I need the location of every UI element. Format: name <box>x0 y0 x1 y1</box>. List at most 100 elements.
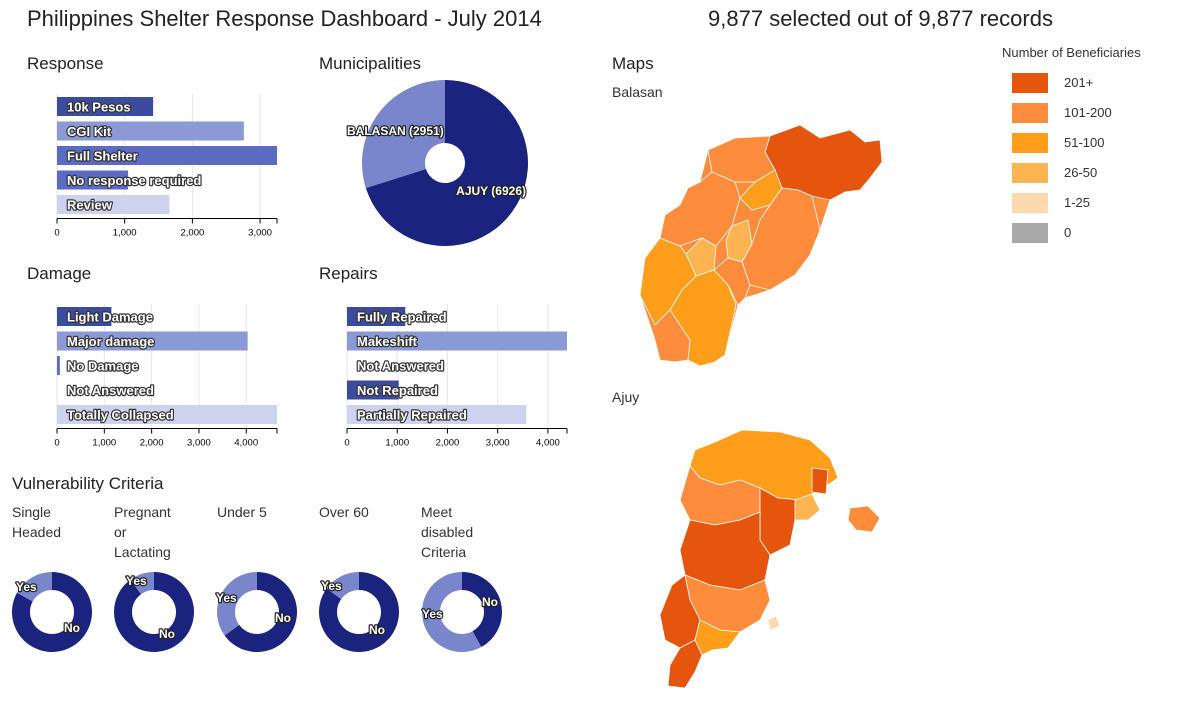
ajuy-island[interactable] <box>847 505 881 533</box>
legend-label: 101-200 <box>1064 105 1112 120</box>
over60-slice[interactable] <box>319 572 399 652</box>
repairs-bar-chart[interactable]: Fully Repaired Makeshift Not Answered Not R… <box>330 300 580 450</box>
balasan-region-w[interactable] <box>659 171 741 247</box>
repairs-bar[interactable] <box>347 307 406 326</box>
damage-bar-label: Not Answered <box>67 383 154 398</box>
legend-swatch <box>1012 73 1048 93</box>
response-bar[interactable] <box>57 170 129 190</box>
legend-label: 201+ <box>1064 75 1094 90</box>
repairs-bar[interactable] <box>347 380 399 400</box>
response-bar-label: 10k Pesos <box>67 100 131 115</box>
municipalities-pie-chart[interactable]: AJUY (6926) BALASAN (2951) <box>340 80 550 250</box>
legend-swatch <box>1012 133 1048 153</box>
damage-bar-label: Totally Collapsed <box>67 408 174 423</box>
repairs-bar-label: Makeshift <box>357 334 418 349</box>
over60-slice-label: No <box>369 623 385 637</box>
response-tick-label: 0 <box>54 228 59 239</box>
response-bar[interactable] <box>57 195 170 214</box>
vulnerability-heading: Vulnerability Criteria <box>12 474 164 493</box>
municipalities-slice-label: BALASAN (2951) <box>347 124 444 138</box>
damage-bar-label: Light Damage <box>67 310 153 325</box>
ajuy-region-coast-pale[interactable] <box>794 493 821 521</box>
disabled-slice-label: Yes <box>422 607 443 621</box>
legend-swatch <box>1012 193 1048 213</box>
under5-slice[interactable] <box>217 572 257 636</box>
record-count: 9,877 selected out of 9,877 records <box>708 6 1053 32</box>
damage-bar[interactable] <box>57 331 248 351</box>
ajuy-islet[interactable] <box>767 615 781 631</box>
single-slice-label: Yes <box>16 580 37 594</box>
response-bar[interactable] <box>57 97 154 116</box>
damage-bar-chart[interactable]: Light Damage Major damage No Damage Not Ans… <box>40 300 290 450</box>
response-bar-chart[interactable]: 10k Pesos CGI Kit Full Shelter No response … <box>40 90 290 240</box>
disabled-slice[interactable] <box>422 572 482 652</box>
response-bar-label: CGI Kit <box>67 124 112 139</box>
repairs-bar-label: Not Answered <box>357 359 444 374</box>
municipalities-heading: Municipalities <box>319 54 422 73</box>
municipalities-slice[interactable] <box>362 80 445 189</box>
ajuy-map-label: Ajuy <box>612 389 640 405</box>
under5-slice[interactable] <box>224 572 297 652</box>
single-headed-donut[interactable]: No Yes <box>8 568 100 660</box>
under5-donut[interactable]: No Yes <box>213 568 305 660</box>
response-bar[interactable] <box>57 121 244 141</box>
disabled-donut[interactable]: No Yes <box>418 568 510 660</box>
damage-tick-label: 0 <box>54 438 59 449</box>
ajuy-region-south-tip[interactable] <box>667 639 703 689</box>
legend-title: Number of Beneficiaries <box>1002 45 1141 60</box>
response-bar[interactable] <box>57 146 277 165</box>
legend-swatch <box>1012 103 1048 123</box>
repairs-tick-label: 2,000 <box>436 438 460 449</box>
pregnant-slice[interactable] <box>114 572 194 652</box>
maps-heading: Maps <box>612 54 654 73</box>
balasan-region-e[interactable] <box>741 187 821 291</box>
pregnant-slice-label: No <box>159 627 175 641</box>
under5-slice-label: No <box>275 611 291 625</box>
over60-donut[interactable]: No Yes <box>315 568 407 660</box>
ajuy-region-ne-dark-2[interactable] <box>811 467 829 495</box>
municipalities-slice[interactable] <box>365 80 528 246</box>
response-bar-label: Full Shelter <box>67 149 138 164</box>
balasan-map[interactable] <box>630 115 890 375</box>
pregnant-slice-label: Yes <box>126 574 147 588</box>
disabled-label: Meet disabled Criteria <box>421 504 474 560</box>
ajuy-region-center[interactable] <box>679 511 771 591</box>
response-tick-label: 3,000 <box>248 228 272 239</box>
repairs-heading: Repairs <box>319 264 378 283</box>
balasan-region-mid-s[interactable] <box>713 257 751 306</box>
ajuy-region-south-light[interactable] <box>694 619 741 656</box>
pregnant-slice[interactable] <box>130 572 154 595</box>
damage-bar[interactable] <box>57 356 60 375</box>
pregnant-donut[interactable]: No Yes <box>110 568 202 660</box>
over60-slice[interactable] <box>326 572 359 600</box>
response-bar-label: No response required <box>67 173 201 188</box>
records-text: records <box>979 6 1053 31</box>
damage-heading: Damage <box>27 264 92 283</box>
over60-slice-label: Yes <box>321 579 342 593</box>
legend-swatch <box>1012 163 1048 183</box>
selected-text: selected out of <box>769 6 913 31</box>
selected-count: 9,877 <box>708 6 764 31</box>
legend-swatch <box>1012 223 1048 243</box>
repairs-bar-label: Fully Repaired <box>357 310 447 325</box>
disabled-slice[interactable] <box>462 572 502 648</box>
single-slice[interactable] <box>16 572 53 602</box>
damage-tick-label: 3,000 <box>187 438 211 449</box>
damage-bar[interactable] <box>57 405 277 424</box>
damage-tick-label: 1,000 <box>92 438 116 449</box>
damage-bar[interactable] <box>57 307 112 326</box>
legend-label: 1-25 <box>1064 195 1091 210</box>
total-count: 9,877 <box>918 6 974 31</box>
under5-label: Under 5 <box>217 504 267 520</box>
disabled-slice-label: No <box>482 595 498 609</box>
repairs-tick-label: 4,000 <box>536 438 560 449</box>
repairs-bar[interactable] <box>347 331 567 351</box>
damage-bar-label: Major damage <box>67 334 154 349</box>
repairs-bar[interactable] <box>347 405 527 424</box>
repairs-bar-label: Not Repaired <box>357 383 438 398</box>
single-slice[interactable] <box>11 572 93 652</box>
repairs-tick-label: 0 <box>344 438 349 449</box>
ajuy-map[interactable] <box>650 420 890 695</box>
balasan-map-label: Balasan <box>612 84 663 100</box>
repairs-tick-label: 1,000 <box>385 438 409 449</box>
